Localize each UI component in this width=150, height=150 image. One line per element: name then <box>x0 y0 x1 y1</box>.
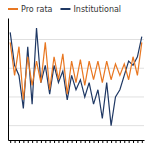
x-tick <box>10 140 11 143</box>
legend-item: Institutional <box>60 5 121 14</box>
x-tick <box>76 140 77 143</box>
x-tick <box>80 140 81 143</box>
x-tick-mark <box>124 140 125 143</box>
legend-item: Pro rata <box>8 5 53 14</box>
x-tick-mark <box>41 140 42 143</box>
x-tick-mark <box>120 140 121 143</box>
x-tick <box>85 140 86 143</box>
x-tick <box>89 140 90 143</box>
y-axis-line <box>8 19 9 141</box>
x-tick-mark <box>23 140 24 143</box>
x-tick-mark <box>58 140 59 143</box>
x-tick <box>94 140 95 143</box>
x-tick-mark <box>72 140 73 143</box>
x-tick-mark <box>37 140 38 143</box>
x-tick-mark <box>89 140 90 143</box>
x-tick-mark <box>10 140 11 143</box>
legend-label: Institutional <box>73 5 121 14</box>
x-tick-mark <box>115 140 116 143</box>
legend: Pro rata Institutional <box>8 5 121 14</box>
x-tick <box>102 140 103 143</box>
x-tick-mark <box>54 140 55 143</box>
x-tick-mark <box>76 140 77 143</box>
x-tick <box>41 140 42 143</box>
x-tick <box>124 140 125 143</box>
x-tick <box>32 140 33 143</box>
x-tick <box>120 140 121 143</box>
series-line <box>10 42 142 99</box>
x-tick <box>54 140 55 143</box>
x-tick-mark <box>15 140 16 143</box>
x-tick-mark <box>32 140 33 143</box>
x-tick <box>129 140 130 143</box>
legend-swatch <box>8 8 18 10</box>
grid-line <box>8 39 144 40</box>
legend-label: Pro rata <box>21 5 53 14</box>
x-tick <box>115 140 116 143</box>
grid-line <box>8 96 144 97</box>
y-axis <box>8 19 10 141</box>
x-tick <box>15 140 16 143</box>
grid-line <box>8 68 144 69</box>
x-tick <box>45 140 46 143</box>
x-tick <box>133 140 134 143</box>
x-tick <box>67 140 68 143</box>
x-tick <box>142 140 143 143</box>
x-tick-mark <box>50 140 51 143</box>
series-line <box>10 28 142 126</box>
x-tick-mark <box>129 140 130 143</box>
x-tick <box>137 140 138 143</box>
x-tick-mark <box>63 140 64 143</box>
x-tick <box>19 140 20 143</box>
x-tick-mark <box>137 140 138 143</box>
x-tick-mark <box>80 140 81 143</box>
x-tick <box>37 140 38 143</box>
x-tick <box>58 140 59 143</box>
x-tick-mark <box>111 140 112 143</box>
x-tick-mark <box>142 140 143 143</box>
x-tick-mark <box>85 140 86 143</box>
x-tick-mark <box>19 140 20 143</box>
plot <box>8 19 145 144</box>
legend-swatch <box>60 8 70 10</box>
x-tick-mark <box>94 140 95 143</box>
chart: Pro rata Institutional <box>0 0 150 150</box>
x-tick <box>111 140 112 143</box>
x-tick <box>98 140 99 143</box>
x-tick-mark <box>107 140 108 143</box>
x-tick-mark <box>98 140 99 143</box>
x-tick-mark <box>102 140 103 143</box>
lines <box>10 28 142 126</box>
x-tick <box>63 140 64 143</box>
x-tick <box>107 140 108 143</box>
x-tick <box>28 140 29 143</box>
x-tick <box>72 140 73 143</box>
x-axis <box>9 140 145 143</box>
x-tick-mark <box>133 140 134 143</box>
x-tick-mark <box>67 140 68 143</box>
x-tick-mark <box>28 140 29 143</box>
x-tick <box>23 140 24 143</box>
x-tick-mark <box>45 140 46 143</box>
x-tick <box>50 140 51 143</box>
grid-line <box>8 125 144 126</box>
